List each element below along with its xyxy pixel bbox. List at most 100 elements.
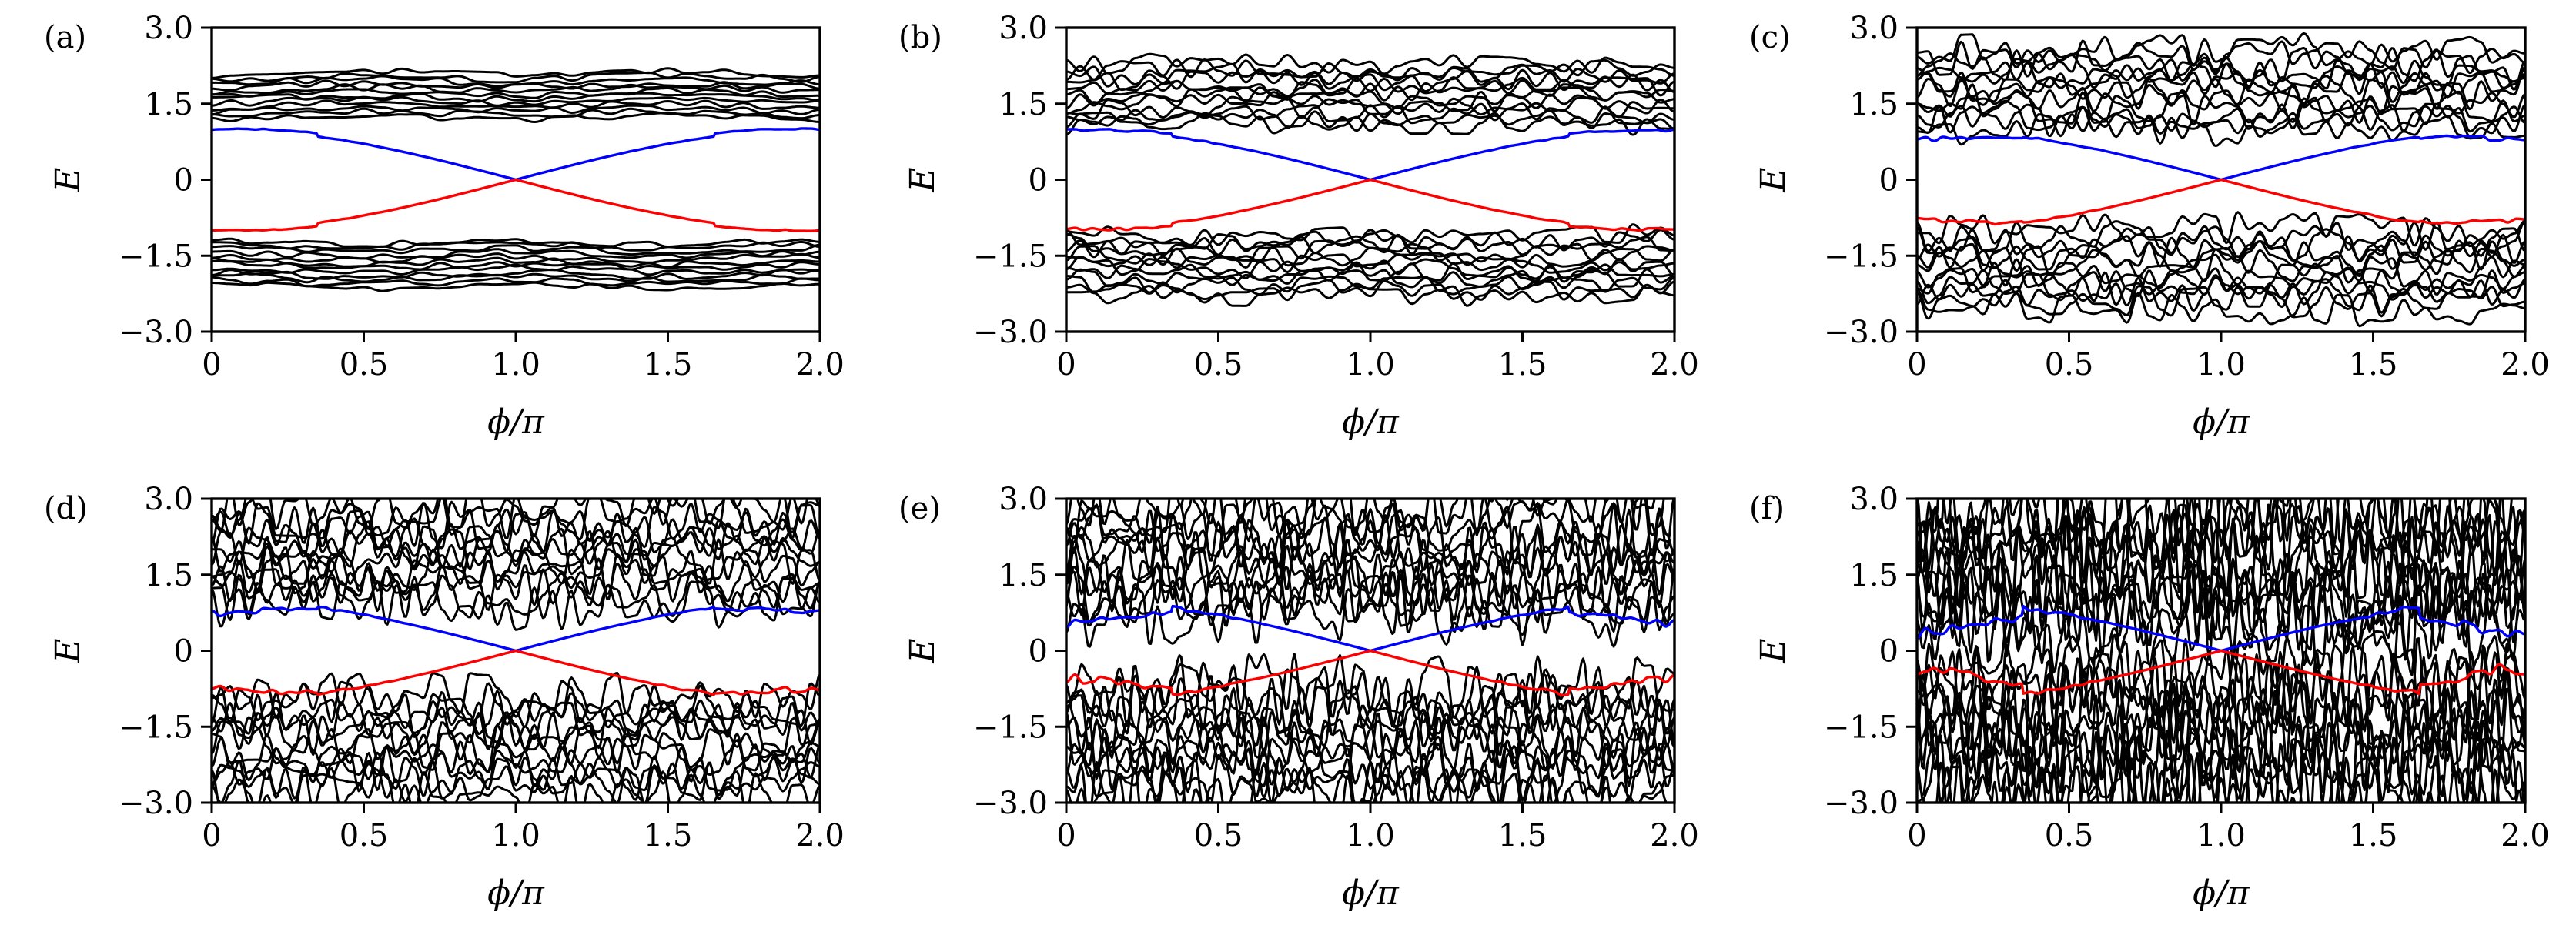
upper-bulk-line <box>212 527 820 576</box>
upper-bulk-line <box>1917 499 2525 563</box>
x-tick-label: 1.5 <box>2349 818 2398 853</box>
lower-bulk-line <box>1917 253 2525 292</box>
lower-bulk-line <box>1066 745 1674 803</box>
lower-bulk-line <box>212 248 820 260</box>
x-tick-label: 2.0 <box>2501 347 2550 382</box>
panel-label: (f) <box>1749 491 1785 526</box>
panel-e-plot-area <box>1066 499 1674 803</box>
x-tick-label: 1.0 <box>2196 818 2246 853</box>
panel-a: 0 0.5 1.0 1.5 2.0 3.0 1.5 0 −1.5 −3.0 ϕ/π E (a) <box>44 11 845 442</box>
lower-edge-state-line <box>212 649 820 696</box>
y-tick-label: 0 <box>1029 634 1048 670</box>
y-axis-label: E <box>1754 638 1793 663</box>
x-tick-label: 1.0 <box>491 347 540 382</box>
lower-bulk-line <box>1917 262 2525 297</box>
x-tick-label: 0 <box>1056 347 1076 382</box>
y-tick-label: 1.5 <box>999 558 1048 593</box>
y-axis-label: E <box>903 638 942 663</box>
lower-bulk-line <box>1935 751 2525 803</box>
lower-bulk-line <box>1066 735 1674 796</box>
y-tick-label: 1.5 <box>144 558 193 593</box>
x-tick-label: 1.5 <box>644 347 693 382</box>
lower-bulk-line <box>1917 290 2525 328</box>
upper-bulk-line <box>1066 58 1674 82</box>
upper-bulk-line <box>212 104 820 116</box>
lower-bulk-line <box>1917 233 2525 271</box>
upper-edge-state-line <box>1066 128 1674 182</box>
x-tick-label: 0.5 <box>1194 347 1243 382</box>
panel-label: (c) <box>1749 20 1791 55</box>
lower-bulk-line <box>212 259 820 271</box>
x-tick-label: 1.5 <box>2349 347 2398 382</box>
panel-b-plot-area <box>1066 52 1674 307</box>
x-tick-label: 1.5 <box>1498 347 1547 382</box>
y-tick-label: −3.0 <box>973 315 1048 350</box>
y-tick-label: 3.0 <box>999 11 1048 46</box>
lower-edge-state-line <box>1066 178 1674 232</box>
x-tick-label: 2.0 <box>795 347 845 382</box>
lower-edge-state-line <box>1917 178 2525 226</box>
upper-bulk-line <box>1066 554 1674 616</box>
lower-bulk-line <box>1066 694 1674 760</box>
upper-bulk-line <box>212 107 820 120</box>
y-tick-label: −1.5 <box>973 239 1048 274</box>
lower-bulk-line <box>212 768 820 803</box>
upper-bulk-line <box>1066 76 1674 98</box>
x-tick-label: 2.0 <box>1650 347 1699 382</box>
upper-edge-state-line <box>212 127 820 182</box>
upper-edge-state-line <box>1066 604 1674 653</box>
x-axis-label: ϕ/π <box>2193 874 2250 913</box>
lower-bulk-line <box>1066 261 1674 283</box>
panel-d-plot-area <box>212 499 820 803</box>
panel-label: (a) <box>44 20 86 55</box>
y-tick-label: 3.0 <box>1849 11 1899 46</box>
y-tick-label: −1.5 <box>119 710 193 745</box>
lower-edge-state-line <box>212 178 820 232</box>
x-tick-label: 0 <box>1907 347 1926 382</box>
lower-bulk-line <box>1066 663 1674 730</box>
y-tick-label: 0 <box>174 163 193 199</box>
upper-bulk-line <box>212 67 820 79</box>
x-tick-label: 0.5 <box>2045 818 2094 853</box>
y-tick-label: −3.0 <box>119 786 193 821</box>
x-axis-label: ϕ/π <box>487 874 545 913</box>
x-tick-label: 0.5 <box>1194 818 1243 853</box>
lower-edge-state-line <box>1917 649 2525 696</box>
y-tick-label: 3.0 <box>144 482 193 517</box>
upper-bulk-line <box>212 87 820 99</box>
upper-bulk-line <box>1917 83 2525 119</box>
lower-bulk-line <box>212 281 820 292</box>
lower-bulk-line <box>1917 225 2525 262</box>
panel-c-plot-area <box>1917 32 2525 328</box>
upper-bulk-line <box>212 500 820 550</box>
upper-bulk-line <box>1917 96 2525 133</box>
upper-bulk-line <box>1917 39 2525 76</box>
panel-label: (d) <box>44 491 88 526</box>
upper-bulk-line <box>212 545 820 595</box>
x-tick-label: 1.0 <box>491 818 540 853</box>
lower-bulk-line <box>1066 683 1674 748</box>
x-axis-label: ϕ/π <box>2193 403 2250 442</box>
x-tick-label: 0 <box>202 818 221 853</box>
x-tick-label: 1.5 <box>1498 818 1547 853</box>
lower-bulk-line <box>1917 648 2525 741</box>
upper-bulk-line <box>212 536 820 586</box>
upper-bulk-line <box>1066 52 1674 77</box>
upper-bulk-line <box>212 553 820 604</box>
lower-bulk-line <box>212 742 820 793</box>
y-tick-label: −1.5 <box>1824 239 1899 274</box>
upper-bulk-line <box>1066 499 1674 558</box>
lower-bulk-line <box>1917 211 2525 248</box>
upper-bulk-line <box>212 499 820 541</box>
panel-f: 0 0.5 1.0 1.5 2.0 3.0 1.5 0 −1.5 −3.0 ϕ/π E (f) <box>1749 482 2550 913</box>
y-tick-label: 1.5 <box>1849 87 1899 122</box>
x-tick-label: 1.0 <box>2196 347 2246 382</box>
y-tick-label: 0 <box>1879 634 1899 670</box>
panel-d: 0 0.5 1.0 1.5 2.0 3.0 1.5 0 −1.5 −3.0 ϕ/π E (d) <box>44 482 845 913</box>
panel-c: 0 0.5 1.0 1.5 2.0 3.0 1.5 0 −1.5 −3.0 ϕ/π E (c) <box>1749 11 2550 442</box>
x-tick-label: 1.0 <box>1346 347 1395 382</box>
x-tick-label: 0 <box>1056 818 1076 853</box>
lower-bulk-line <box>1917 681 2525 774</box>
upper-bulk-line <box>1917 572 2525 665</box>
upper-bulk-line <box>212 571 820 622</box>
